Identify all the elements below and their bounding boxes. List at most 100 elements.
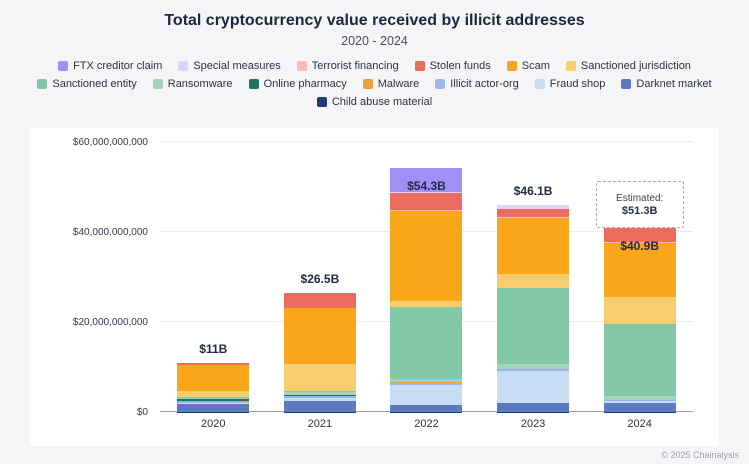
legend-item-label: FTX creditor claim [73,60,163,72]
segment-terrorist-financing [390,209,463,211]
legend-item-label: Ransomware [167,78,233,90]
segment-stolen-funds [390,192,463,210]
segment-fraud-shop [497,371,570,403]
bar-slot: $26.5B [267,142,374,412]
segment-fraud-shop [283,398,356,401]
copyright: © 2025 Chainalysis [661,450,739,460]
segment-stolen-funds [283,292,356,308]
segment-scam [177,365,250,392]
segment-sanctioned-jurisdiction [603,297,676,325]
bar-slot: $11B [160,142,267,412]
segment-fraud-shop [177,403,250,405]
legend-swatch [37,79,48,89]
y-tick-label: $20,000,000,000 [72,317,148,328]
legend-item: Online pharmacy [248,78,347,90]
y-tick-label: $40,000,000,000 [72,227,148,238]
legend-item: Sanctioned entity [37,78,137,90]
estimate-label-line1: Estimated: [616,192,664,204]
legend-item-label: Darknet market [636,78,712,90]
segment-special-measures [390,192,463,193]
segment-scam [497,217,570,275]
stacked-bar-chart: $0 $20,000,000,000 $40,000,000,000 $60,000,… [30,128,719,430]
segment-illicit-actor-org [177,401,250,404]
legend-swatch [152,79,163,89]
segment-darknet-market [390,405,463,412]
bar-total-label: $11B [199,341,228,356]
segment-ftx-creditor-claim [390,167,463,193]
legend-item: Scam [506,60,550,72]
segment-ransomware [177,397,250,400]
x-tick-label-2024: 2024 [627,418,652,430]
x-tick-label-2021: 2021 [307,418,333,430]
legend-item: Malware [362,78,420,90]
legend-item-label: Illicit actor-org [450,78,519,90]
estimate-box: Estimated: $51.3B [595,181,684,228]
chart-panel: $0 $20,000,000,000 $40,000,000,000 $60,000,… [30,128,719,446]
segment-illicit-actor-org [390,382,463,385]
legend-item: Fraud shop [534,78,606,90]
bar-2023 [497,204,570,412]
legend-item-label: Special measures [193,60,281,72]
chart-header: Total cryptocurrency value received by i… [0,0,749,48]
bar-total-label: $40.9B [620,238,660,253]
bar-slot: $46.1B [480,142,587,412]
segment-scam [603,243,676,298]
estimate-label-line2: $51.3B [621,204,658,217]
segment-stolen-funds [603,228,676,242]
legend-swatch [58,61,69,71]
legend-swatch [414,61,425,71]
legend-item: Stolen funds [414,60,491,72]
segment-darknet-market [177,404,250,412]
legend-item-label: Sanctioned jurisdiction [580,60,691,72]
segment-sanctioned-entity [603,324,676,397]
bar-2022 [390,167,463,412]
x-tick-label-2020: 2020 [201,418,226,430]
legend-row: Sanctioned entity Ransomware Online pharma… [37,78,712,90]
segment-darknet-market [283,400,356,412]
segment-terrorist-financing [497,216,570,218]
segment-terrorist-financing [283,307,356,309]
legend-item-label: Terrorist financing [311,60,399,72]
segment-stolen-funds [497,209,570,217]
y-axis: $0 $20,000,000,000 $40,000,000,000 $60,000,… [30,137,160,418]
segment-ransomware [497,364,570,369]
legend-item: Terrorist financing [296,60,399,72]
segment-terrorist-financing [603,241,676,244]
segment-sanctioned-entity [283,390,356,393]
legend-swatch [362,79,373,89]
segment-stolen-funds [177,362,250,366]
legend: FTX creditor claim Special measures Terror… [0,60,749,108]
legend-item: Darknet market [621,78,712,90]
segment-scam [283,308,356,364]
y-tick-label: $0 [136,407,148,418]
segment-darknet-market [603,402,676,412]
segment-fraud-shop [603,401,676,403]
legend-item: Child abuse material [316,96,432,108]
legend-swatch [248,79,259,89]
plot-area: $11B $26.5B $54.3B $46.1B Estimated: $51.3B $4… [160,141,693,412]
bar-2021 [283,292,356,412]
legend-item-label: Malware [377,78,420,90]
x-tick-label-2022: 2022 [414,418,439,430]
legend-swatch [178,61,189,71]
legend-item: Ransomware [152,78,233,90]
legend-item-label: Stolen funds [429,60,491,72]
segment-illicit-actor-org [497,369,570,372]
bar-2020 [177,362,250,412]
legend-swatch [621,79,632,89]
segment-sanctioned-jurisdiction [283,363,356,391]
chart-subtitle: 2020 - 2024 [341,34,408,48]
legend-swatch [296,61,307,71]
legend-item-label: Scam [521,60,550,72]
legend-row: FTX creditor claim Special measures Terror… [58,60,691,72]
segment-special-measures [497,204,570,210]
segment-sanctioned-entity [497,287,570,365]
legend-item-label: Fraud shop [549,78,606,90]
bar-total-label: $54.3B [407,178,446,193]
segment-online-pharmacy [177,399,250,402]
segment-illicit-actor-org [603,400,676,402]
legend-swatch [435,79,446,89]
segment-sanctioned-entity [390,307,463,379]
chart-title: Total cryptocurrency value received by i… [164,12,585,29]
segment-illicit-actor-org [283,396,356,399]
